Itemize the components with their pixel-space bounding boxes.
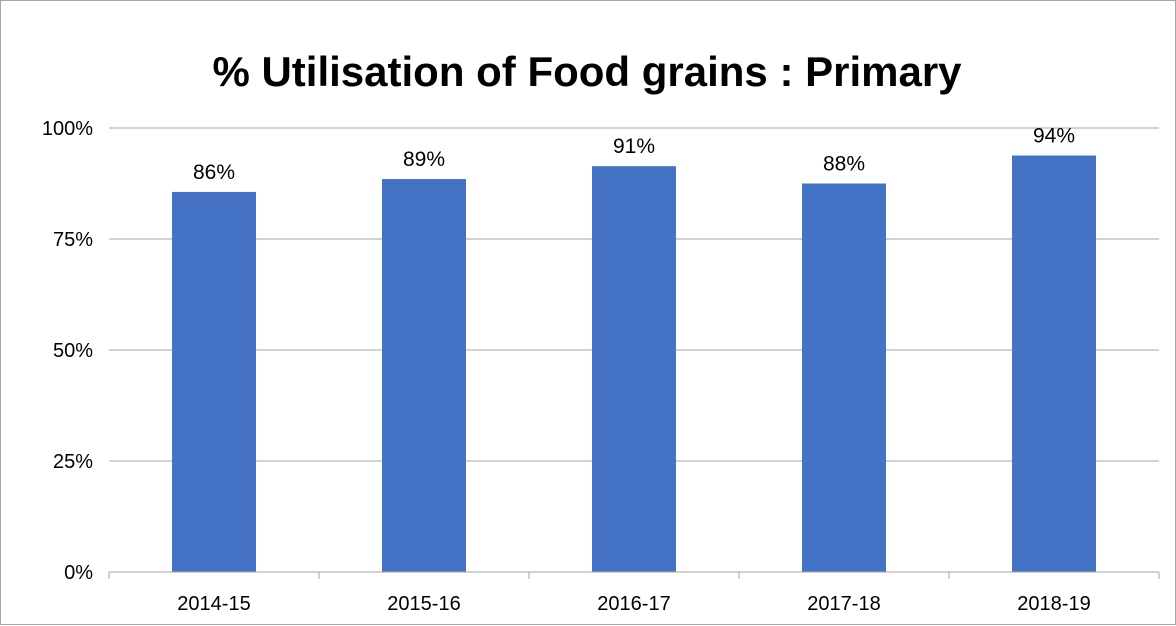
labels: 0% 25% 50% 75% 100% 86% 2014-15 89% 2015-16 91% 20…: [42, 118, 1091, 615]
bar: [592, 166, 676, 572]
y-tick-label: 75%: [53, 229, 93, 251]
y-tick-label: 25%: [53, 451, 93, 473]
x-tick-label: 2016-17: [597, 593, 670, 615]
x-tick-label: 2018-19: [1017, 593, 1090, 615]
data-label: 86%: [193, 161, 235, 184]
data-label: 91%: [613, 135, 655, 158]
x-tick-label: 2017-18: [807, 593, 880, 615]
bars: [172, 155, 1096, 572]
y-tick-label: 50%: [53, 340, 93, 362]
bar: [802, 183, 886, 572]
data-label: 88%: [823, 153, 865, 176]
chart-title: % Utilisation of Food grains : Primary: [212, 48, 962, 95]
data-label: 89%: [403, 148, 445, 171]
y-tick-label: 0%: [64, 562, 93, 584]
data-label: 94%: [1033, 125, 1075, 148]
axes: [108, 571, 1160, 579]
x-tick-label: 2014-15: [177, 593, 250, 615]
x-tick-label: 2015-16: [387, 593, 460, 615]
y-tick-label: 100%: [42, 118, 93, 140]
bar: [382, 179, 466, 572]
bar: [1012, 155, 1096, 572]
bar: [172, 191, 256, 572]
